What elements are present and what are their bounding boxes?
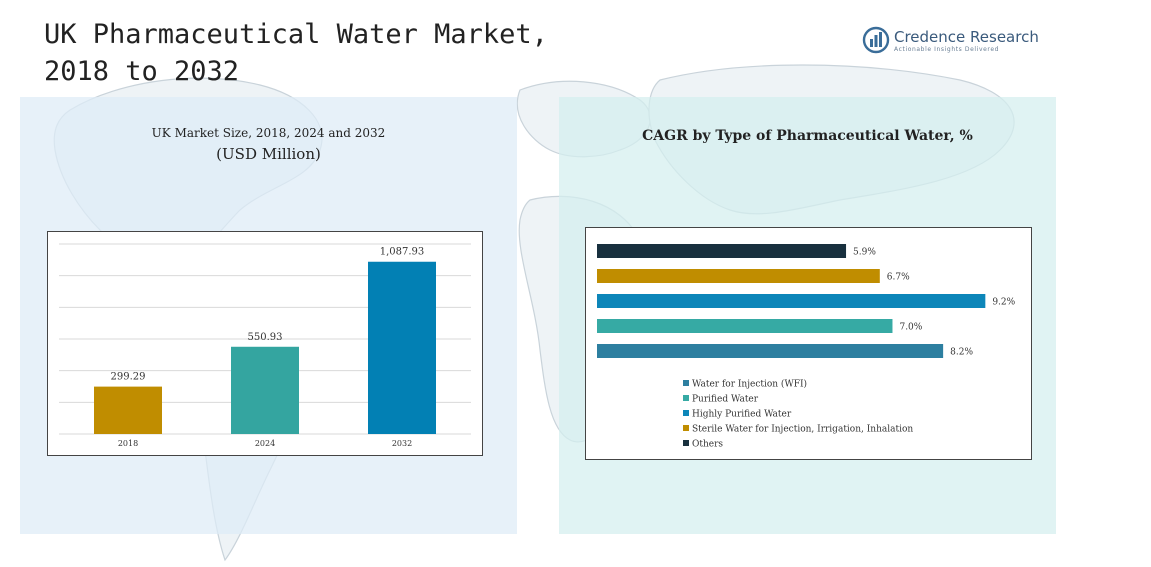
market-size-bar-chart: 299.29 2018 550.93 2024 1,087.93 2032 (47, 231, 483, 456)
logo-name: Credence Research (894, 28, 1039, 46)
legend-label: Others (692, 440, 723, 450)
hbar-value-label-others: 5.9% (853, 248, 876, 258)
hbar-value-label-purified-water: 7.0% (899, 323, 922, 333)
hbar-value-label-water-for-injection-wfi: 8.2% (950, 348, 973, 358)
legend-label: Sterile Water for Injection, Irrigation,… (692, 425, 913, 435)
legend-swatch (683, 410, 689, 416)
cagr-bar-chart: 5.9% 6.7% 9.2% 7.0% 8.2% Water for Injection … (585, 227, 1032, 460)
hbar-water-for-injection-wfi (597, 344, 944, 358)
legend-swatch (683, 425, 689, 431)
bar-2018 (94, 386, 162, 434)
hbar-value-label-sterile-water-for-injection-irrigation-inhalation: 6.7% (887, 273, 910, 283)
cagr-chart-title: CAGR by Type of Pharmaceutical Water, % (642, 128, 973, 144)
credence-research-logo: Credence Research Actionable Insights De… (862, 26, 1042, 56)
bar-value-label-2024: 550.93 (248, 332, 283, 343)
bar-chart-logo-icon (862, 26, 890, 54)
x-tick-label-2018: 2018 (118, 439, 138, 448)
hbar-purified-water (597, 319, 893, 333)
bar-value-label-2018: 299.29 (111, 372, 146, 383)
logo-tagline: Actionable Insights Delivered (894, 46, 1000, 53)
legend-label: Highly Purified Water (692, 410, 792, 420)
market-size-chart-title: UK Market Size, 2018, 2024 and 2032 (151, 126, 386, 140)
x-tick-label-2032: 2032 (392, 439, 412, 448)
market-size-chart-subtitle: (USD Million) (216, 145, 321, 163)
x-tick-label-2024: 2024 (255, 439, 275, 448)
legend-label: Water for Injection (WFI) (692, 379, 807, 390)
legend-swatch (683, 440, 689, 446)
hbar-others (597, 244, 847, 258)
legend-swatch (683, 395, 689, 401)
legend-swatch (683, 380, 689, 386)
cagr-plot-frame (585, 227, 1032, 460)
hbar-sterile-water-for-injection-irrigation-inhalation (597, 269, 880, 283)
page-title: UK Pharmaceutical Water Market, 2018 to … (44, 19, 548, 87)
bar-2024 (231, 346, 299, 434)
hbar-value-label-highly-purified-water: 9.2% (992, 298, 1015, 308)
bar-2032 (368, 261, 436, 434)
legend-label: Purified Water (692, 395, 759, 405)
hbar-highly-purified-water (597, 294, 986, 308)
bar-value-label-2032: 1,087.93 (380, 247, 425, 258)
